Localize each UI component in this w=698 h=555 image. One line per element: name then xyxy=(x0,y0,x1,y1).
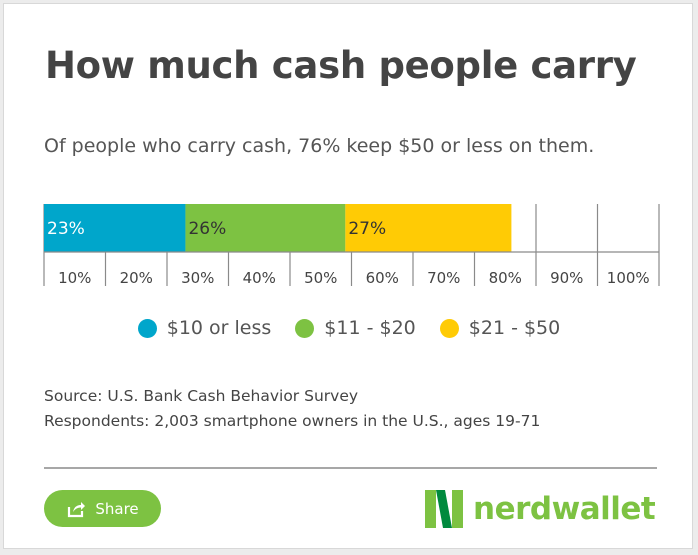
bar-segment xyxy=(44,204,186,252)
tick-label: 100% xyxy=(607,269,650,287)
share-icon xyxy=(68,501,86,517)
bar-segment xyxy=(345,204,512,252)
nerdwallet-logo[interactable]: nerdwallet xyxy=(425,489,656,529)
legend-label: $21 - $50 xyxy=(468,317,561,339)
bar-segment xyxy=(185,204,346,252)
chart-title: How much cash people carry xyxy=(45,44,637,87)
source-notes: Source: U.S. Bank Cash Behavior Survey R… xyxy=(44,384,540,434)
nerdwallet-wordmark: nerdwallet xyxy=(473,491,656,527)
tick-label: 50% xyxy=(304,269,337,287)
source-line: Source: U.S. Bank Cash Behavior Survey xyxy=(44,387,359,405)
share-label: Share xyxy=(95,499,139,518)
tick-label: 80% xyxy=(489,269,522,287)
data-label: 23% xyxy=(47,219,85,239)
legend-label: $11 - $20 xyxy=(324,317,416,339)
tick-label: 70% xyxy=(427,269,460,287)
legend-swatch xyxy=(295,318,315,338)
tick-label: 60% xyxy=(366,269,399,287)
legend-item: $10 or less xyxy=(137,317,272,339)
tick-label: 10% xyxy=(58,269,91,287)
chart-subtitle: Of people who carry cash, 76% keep $50 o… xyxy=(44,135,595,157)
tick-label: 40% xyxy=(243,269,276,287)
legend: $10 or less $11 - $20 $21 - $50 xyxy=(4,317,694,339)
tick-label: 30% xyxy=(181,269,214,287)
data-label: 27% xyxy=(348,219,386,239)
divider xyxy=(44,467,657,469)
respondents-line: Respondents: 2,003 smartphone owners in … xyxy=(44,412,541,430)
nerdwallet-logo-icon xyxy=(425,490,463,528)
legend-swatch xyxy=(439,318,459,338)
legend-item: $11 - $20 xyxy=(295,317,416,339)
share-button[interactable]: Share xyxy=(44,490,161,527)
legend-swatch xyxy=(137,318,157,338)
legend-label: $10 or less xyxy=(166,317,272,339)
tick-label: 20% xyxy=(120,269,153,287)
chart-card: How much cash people carry Of people who… xyxy=(3,3,693,549)
data-label: 26% xyxy=(188,219,226,239)
legend-item: $21 - $50 xyxy=(439,317,561,339)
tick-label: 90% xyxy=(550,269,583,287)
stacked-bar-chart: 10% 20% 30% 40% 50% 60% 70% 80% 90% 100% 23% 26% 27% xyxy=(43,204,660,287)
